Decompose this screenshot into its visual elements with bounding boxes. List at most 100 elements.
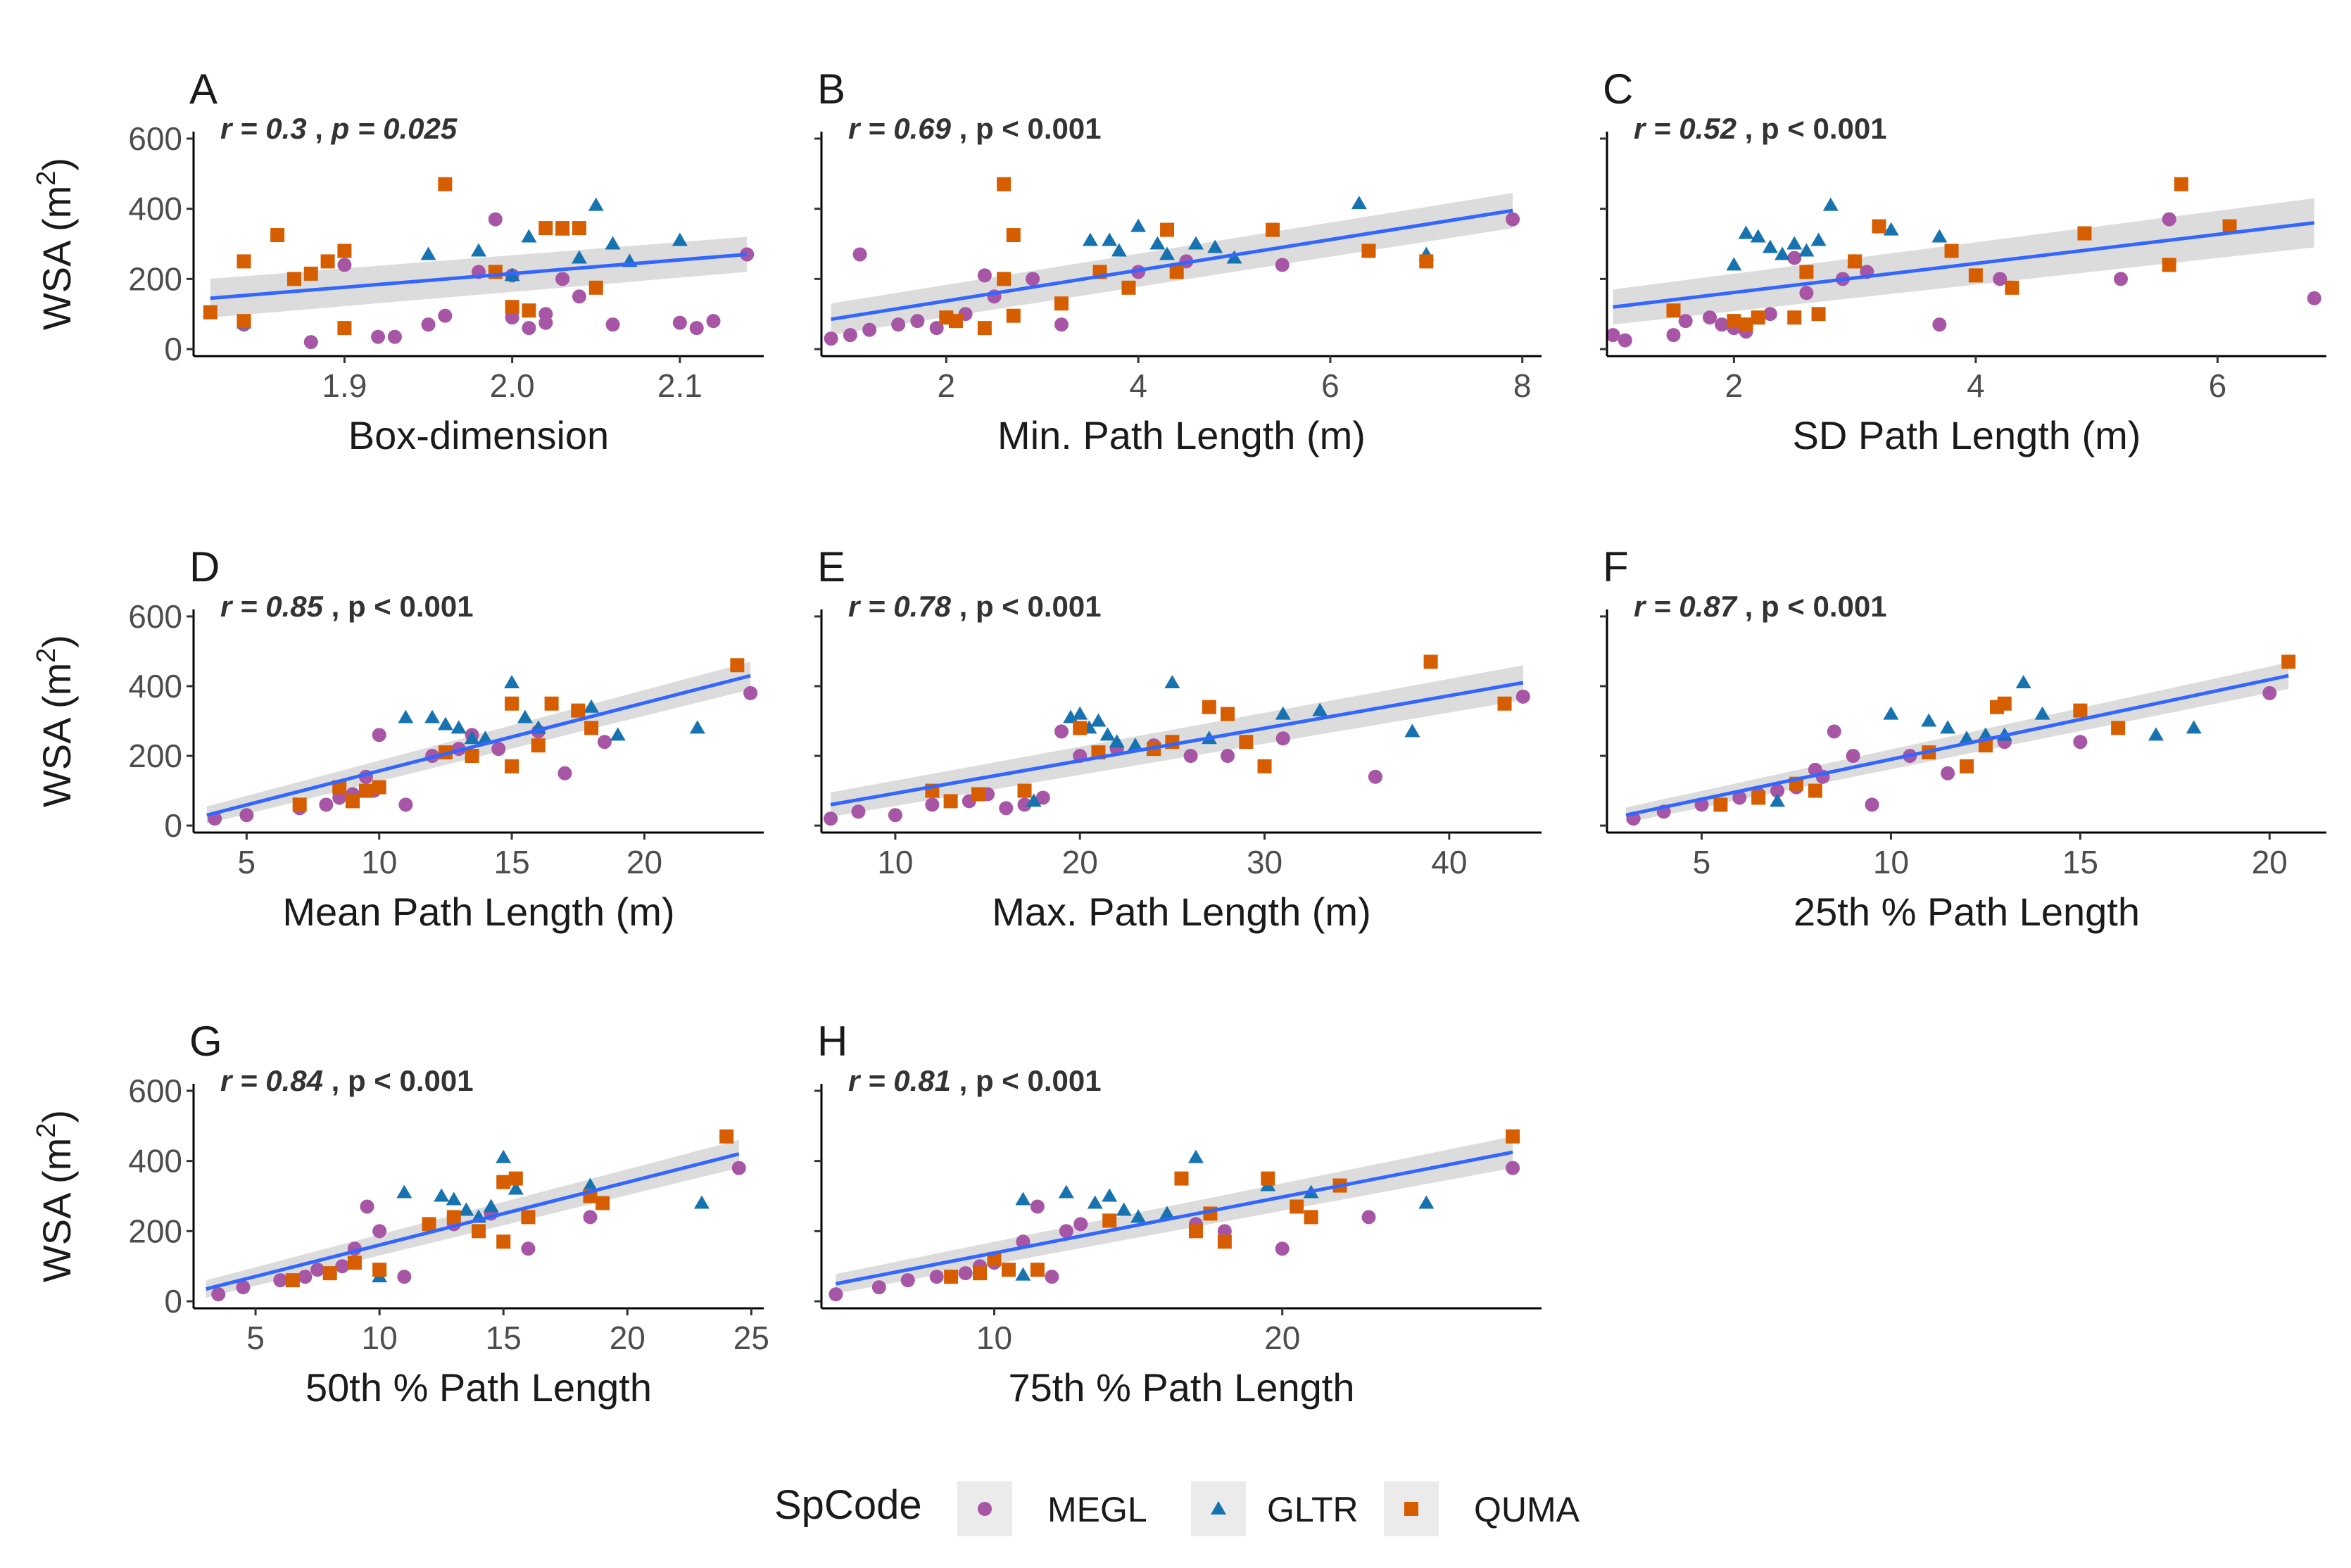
point-quma [1006, 228, 1021, 243]
point-gltr [2186, 720, 2202, 734]
panel-letter-h: H [817, 1018, 847, 1065]
legend-title: SpCode [774, 1482, 922, 1528]
point-quma [997, 272, 1011, 286]
series-quma-c [1666, 177, 2237, 332]
point-gltr [693, 1195, 710, 1209]
point-megl [488, 212, 503, 227]
point-quma [358, 783, 373, 798]
point-quma [1960, 759, 1974, 773]
point-quma [2174, 177, 2188, 191]
point-quma [1739, 317, 1753, 332]
y-axis-title-main: WSA (m [34, 663, 79, 807]
point-quma [1160, 222, 1175, 237]
y-axis-title-a: WSA (m2) [32, 158, 79, 330]
y-tick-label: 200 [128, 260, 182, 297]
point-gltr [1738, 225, 1754, 239]
point-megl [572, 289, 586, 304]
point-megl [1770, 783, 1785, 798]
series-gltr-d [345, 675, 705, 807]
point-gltr [1026, 793, 1042, 807]
point-quma [505, 759, 519, 773]
point-quma [1017, 783, 1032, 798]
point-gltr [1072, 706, 1088, 720]
panel-letter-f: F [1603, 543, 1629, 590]
point-quma [1054, 296, 1069, 311]
point-quma [1727, 314, 1741, 329]
point-gltr [1015, 1267, 1031, 1281]
y-tick-label: 600 [128, 120, 182, 157]
panel-letter-e: E [817, 543, 845, 590]
point-quma [1257, 759, 1272, 773]
point-megl [1506, 1161, 1520, 1175]
point-gltr [1940, 720, 1956, 734]
point-megl [1515, 689, 1530, 704]
point-quma [465, 749, 479, 764]
point-megl [303, 335, 318, 350]
point-gltr [1786, 236, 1803, 250]
point-gltr [521, 229, 537, 243]
point-quma [1944, 244, 1959, 258]
point-gltr [1109, 734, 1125, 748]
x-axis-title-f: 25th % Path Length [1794, 890, 2140, 934]
point-gltr [1090, 713, 1107, 727]
point-quma [1799, 265, 1814, 279]
stat-r: r = 0.3 [220, 112, 307, 145]
x-tick-label: 20 [610, 1320, 645, 1356]
point-megl [236, 1280, 251, 1295]
y-tick-label: 600 [128, 598, 182, 635]
point-quma [303, 266, 318, 281]
point-megl [1932, 317, 1947, 332]
point-quma [496, 1175, 511, 1189]
x-tick-label: 25 [733, 1320, 769, 1356]
point-quma [2077, 226, 2092, 241]
point-gltr [508, 1181, 524, 1195]
point-gltr [1810, 232, 1827, 246]
y-axis-title-d: WSA (m2) [32, 635, 79, 807]
point-megl [1059, 1224, 1073, 1239]
point-gltr [1187, 1149, 1204, 1163]
stat-separator: , [1737, 590, 1761, 623]
point-gltr [1726, 257, 1742, 271]
panel-a: A 0 200 400 600 1.9 2.0 2.1 Box-dimension WSA (m2… [32, 65, 764, 457]
x-tick-label: 20 [1264, 1320, 1300, 1356]
point-quma [320, 254, 335, 269]
point-quma [595, 1196, 610, 1210]
point-gltr [1798, 243, 1815, 257]
point-gltr [396, 1184, 412, 1199]
point-gltr [517, 709, 533, 723]
legend-symbol-quma [1404, 1502, 1418, 1516]
point-gltr [588, 197, 604, 211]
x-axis-title-h: 75th % Path Length [1009, 1365, 1355, 1410]
x-tick-label: 20 [1062, 844, 1098, 880]
point-megl [1606, 328, 1620, 343]
point-gltr [571, 250, 587, 264]
point-quma [987, 1252, 1002, 1267]
point-quma [572, 221, 586, 236]
stat-separator: , [1737, 112, 1761, 145]
point-megl [891, 317, 906, 332]
point-quma [1808, 783, 1822, 798]
x-tick-label: 4 [1967, 367, 1985, 404]
point-gltr [1883, 706, 1899, 720]
y-tick-label: 600 [128, 1073, 182, 1109]
y-tick-label: 0 [164, 1283, 182, 1320]
point-megl [843, 328, 857, 343]
legend-label-gltr: GLTR [1267, 1490, 1359, 1529]
panel-h: H 10 20 75th % Path Length r = 0.81 , p < 0.… [814, 1018, 1542, 1410]
x-axis-title-c: SD Path Length (m) [1793, 413, 2141, 457]
x-axis-title-e: Max. Path Length (m) [992, 890, 1370, 934]
stat-annotation-a: r = 0.3 , p = 0.025 [220, 112, 458, 145]
point-gltr [1931, 229, 1948, 243]
x-tick-label: 2.1 [657, 367, 702, 404]
point-gltr [1226, 250, 1242, 264]
stat-p: p < 0.001 [348, 590, 474, 623]
y-axis-title-superscript: 2 [32, 1123, 61, 1138]
point-quma [584, 721, 599, 735]
point-gltr [1063, 709, 1079, 723]
stat-p: p < 0.001 [976, 590, 1102, 623]
point-quma [496, 1234, 511, 1249]
point-megl [851, 804, 866, 819]
x-tick-label: 6 [1321, 367, 1340, 404]
point-gltr [1102, 1188, 1118, 1202]
point-gltr [496, 1149, 512, 1163]
